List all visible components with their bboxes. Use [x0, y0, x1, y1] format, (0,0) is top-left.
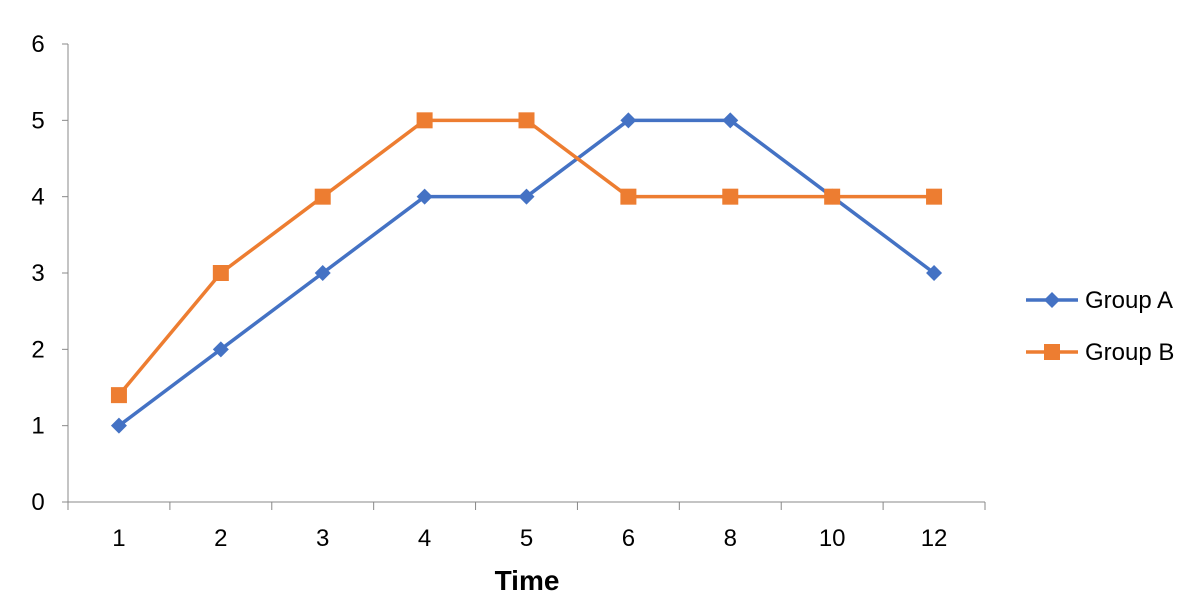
- data-point: [212, 341, 229, 358]
- x-axis-title: Time: [495, 565, 560, 596]
- legend-label: Group B: [1085, 339, 1174, 366]
- x-tick-label: 6: [622, 525, 635, 552]
- x-tick-label: 4: [418, 525, 431, 552]
- data-point: [518, 188, 535, 205]
- data-point: [926, 188, 943, 205]
- series-line: [117, 118, 935, 397]
- legend-item: Group B: [1026, 339, 1174, 366]
- series-line: [117, 118, 936, 428]
- axes: [62, 43, 986, 510]
- data-point: [416, 188, 433, 205]
- series-group: [110, 112, 943, 434]
- series-group-a: [110, 112, 943, 434]
- x-tick-label: 5: [520, 525, 533, 552]
- data-point: [926, 265, 943, 281]
- y-tick-label: 2: [31, 336, 44, 363]
- data-point: [722, 112, 739, 129]
- x-tick-label: 3: [316, 525, 329, 552]
- x-tick-label: 2: [214, 525, 227, 552]
- x-tick-label: 8: [724, 525, 737, 552]
- data-point: [620, 112, 637, 129]
- legend-marker: [1044, 344, 1060, 360]
- x-tick-label: 10: [819, 525, 846, 552]
- data-point: [314, 265, 331, 281]
- y-tick-label: 6: [31, 31, 44, 58]
- data-point: [314, 188, 331, 205]
- data-point: [722, 188, 739, 205]
- legend-item: Group A: [1026, 287, 1173, 314]
- y-tick-label: 1: [31, 413, 44, 440]
- y-tick-label: 0: [31, 489, 44, 516]
- data-point: [212, 265, 229, 281]
- x-tick-label: 1: [112, 525, 125, 552]
- y-tick-label: 3: [31, 260, 44, 287]
- data-point: [110, 417, 127, 434]
- data-point: [518, 112, 535, 129]
- series-group-b: [110, 112, 943, 404]
- legend-label: Group A: [1085, 287, 1173, 314]
- x-tick-label: 12: [921, 525, 948, 552]
- legend-marker: [1044, 292, 1060, 308]
- data-point: [110, 387, 127, 404]
- y-tick-label: 5: [31, 107, 44, 134]
- y-tick-label: 4: [31, 184, 44, 211]
- data-point: [416, 112, 433, 129]
- legend: Group A Group B: [1026, 287, 1174, 366]
- data-point: [824, 188, 841, 205]
- data-point: [620, 188, 637, 205]
